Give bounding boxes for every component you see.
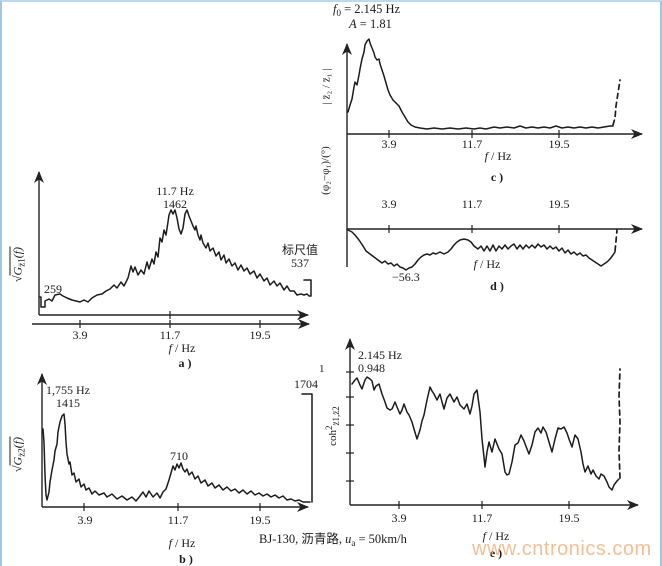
chart-a-curve-0 — [39, 209, 312, 308]
chart-d-ylabel: (φ₂−φ₁)/(°) — [319, 146, 332, 195]
chart-c-amp-rest: = 1.81 — [356, 17, 392, 31]
chart-d-tick-3.9: 3.9 — [381, 197, 397, 211]
chart-a-xlabel: f / Hz — [152, 342, 212, 355]
chart-d-min-value: −56.3 — [392, 270, 420, 284]
chart-b-xvar: f — [168, 536, 172, 550]
chart-a-scale-value: 537 — [291, 256, 309, 270]
chart-e-ylabel-base: coh — [327, 429, 339, 446]
chart-e-curve-1 — [618, 368, 621, 479]
chart-e-annotation: 2.145 Hz 0.948 — [358, 349, 402, 375]
chart-a-peak-freq: 11.7 Hz — [156, 184, 194, 198]
chart-c-f0-annotation: f0 = 2.145 Hz — [333, 3, 400, 20]
chart-a-ylabel-root: √ — [10, 275, 25, 283]
chart-a-ylabel-sub: z̈1 — [16, 258, 27, 267]
chart-c-xlabel: f / Hz — [468, 150, 528, 163]
chart-a-ylabel-suffix: (f) — [10, 246, 25, 259]
chart-c-xunit: / Hz — [488, 149, 512, 163]
chart-c-ylabel: | z̈₂ / z̈₁ | — [320, 68, 333, 105]
chart-b-sublabel: b ) — [179, 552, 193, 566]
chart-e-ylabel: coh2z̈1,z̈2 — [323, 376, 343, 476]
chart-a-scale-label: 标尺值 — [281, 243, 318, 257]
chart-a-xunit: / Hz — [172, 341, 196, 355]
chart-c-xvar: f — [484, 149, 488, 163]
chart-c-amp-annotation: A = 1.81 — [349, 18, 392, 31]
chart-e-tick-11.7: 11.7 — [471, 511, 493, 525]
chart-d-curve-0 — [347, 229, 616, 271]
chart-c-sublabel: c ) — [490, 170, 504, 184]
chart-c-curve-0 — [347, 38, 614, 130]
chart-a-left-value: 259 — [44, 282, 62, 296]
chart-a-peak-annotation: 11.7 Hz 1462 — [145, 185, 205, 211]
chart-a-peak-value: 1462 — [163, 197, 187, 211]
chart-b-ylabel-suffix: (f) — [10, 436, 25, 449]
chart-b-scale-value: 1704 — [294, 377, 318, 391]
chart-b-ylabel-root: √ — [10, 465, 25, 473]
chart-e-ylabel-sub: z̈1,z̈2 — [331, 406, 341, 426]
chart-c-f0-sub: 0 — [336, 8, 341, 18]
chart-b-xlabel: f / Hz — [152, 537, 212, 550]
chart-c-tick-3.9: 3.9 — [381, 137, 397, 151]
chart-a-ylabel: √Gz̈1(f) — [9, 215, 29, 315]
chart-b-tick-3.9: 3.9 — [77, 513, 93, 527]
chart-e-sublabel: e ) — [489, 546, 503, 560]
chart-e-ann-freq: 2.145 Hz — [358, 348, 402, 362]
caption-speed-sub: a — [351, 538, 356, 548]
chart-d-tick-11.7: 11.7 — [461, 197, 483, 211]
chart-c-amp-var: A — [349, 17, 357, 31]
chart-d-curve-1 — [614, 229, 618, 252]
chart-a-tick-19.5: 19.5 — [249, 328, 271, 342]
chart-c-curve-1 — [612, 79, 621, 126]
chart-b-curve-1 — [301, 393, 313, 503]
chart-c-tick-19.5: 19.5 — [548, 137, 570, 151]
chart-a-tick-11.7: 11.7 — [159, 328, 181, 342]
caption-speed-value: = 50km/h — [355, 532, 407, 546]
chart-a-xvar: f — [168, 341, 172, 355]
chart-b-peak-freq: 1,755 Hz — [46, 383, 90, 397]
chart-d-xunit: / Hz — [477, 257, 501, 271]
chart-b-ylabel-base: G — [10, 456, 25, 466]
chart-d-sublabel: d ) — [490, 279, 504, 293]
caption-vehicle: BJ-130, 沥青路, — [259, 532, 346, 546]
chart-d-xlabel: f / Hz — [457, 258, 517, 271]
chart-c-f0-rest: = 2.145 Hz — [340, 2, 401, 16]
chart-b-tick-19.5: 19.5 — [249, 513, 271, 527]
chart-d-xvar: f — [473, 257, 477, 271]
chart-e-xlabel: f / Hz — [466, 530, 526, 543]
chart-a-sublabel: a ) — [178, 356, 192, 370]
chart-e-tick-19.5: 19.5 — [558, 511, 580, 525]
chart-e-ylabel-sup: 2 — [324, 425, 334, 430]
chart-c-tick-11.7: 11.7 — [461, 137, 483, 151]
chart-e-xunit: / Hz — [486, 529, 510, 543]
caption-speed-var: u — [345, 532, 352, 546]
chart-b-peak-value: 1415 — [56, 396, 80, 410]
chart-e-tick-3.9: 3.9 — [391, 511, 407, 525]
chart-b-ylabel-sub: z̈2 — [16, 448, 27, 457]
chart-e-xvar: f — [482, 529, 486, 543]
chart-a-tick-3.9: 3.9 — [72, 328, 88, 342]
chart-b-mid-value: 710 — [170, 449, 188, 463]
chart-e-curve-0 — [351, 376, 620, 491]
chart-a-ylabel-base: G — [10, 266, 25, 276]
chart-e-ytick-1: 1 — [319, 363, 325, 375]
chart-b-tick-11.7: 11.7 — [167, 513, 189, 527]
chart-d-tick-19.5: 19.5 — [548, 197, 570, 211]
chart-c-f0-var: f — [333, 2, 337, 16]
chart-b-ylabel: √Gz̈2(f) — [9, 405, 29, 505]
watermark: www.cntronics.com — [472, 538, 652, 560]
chart-b-peak-annotation: 1,755 Hz 1415 — [36, 384, 100, 410]
figure-caption: BJ-130, 沥青路, ua = 50km/h — [259, 533, 407, 550]
chart-b-curve-0 — [42, 413, 311, 503]
chart-b-xunit: / Hz — [172, 536, 196, 550]
chart-e-ann-value: 0.948 — [358, 361, 385, 375]
chart-a-scale-annotation: 标尺值 537 — [278, 244, 322, 270]
